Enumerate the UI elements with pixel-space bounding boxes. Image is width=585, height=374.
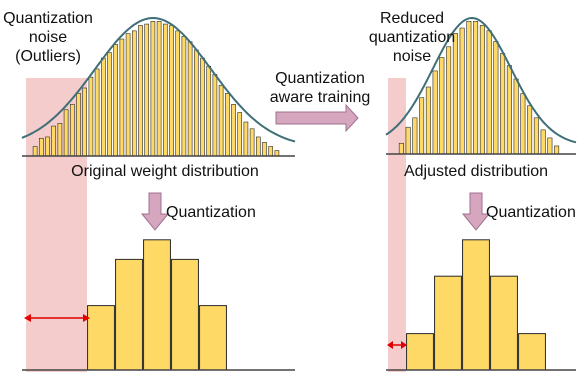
left-noise-label: Quantization noise (Outliers) bbox=[0, 9, 96, 66]
original-histogram-bar-12 bbox=[100, 57, 106, 157]
original-histogram-bar-40 bbox=[274, 150, 280, 157]
original-histogram-bar-16 bbox=[125, 33, 131, 157]
adjusted-histogram-bar-15 bbox=[493, 41, 499, 155]
left-noise-label-line-3: (Outliers) bbox=[15, 48, 81, 65]
adjusted-histogram-bar-12 bbox=[473, 21, 479, 155]
adjusted-histogram bbox=[398, 21, 560, 155]
adjusted-histogram-bar-20 bbox=[527, 105, 533, 155]
original-histogram-bar-13 bbox=[107, 52, 112, 157]
adjusted-histogram-bar-6 bbox=[432, 70, 438, 155]
original-histogram-bar-26 bbox=[187, 41, 193, 157]
adjusted-histogram-bar-21 bbox=[533, 117, 539, 155]
original-histogram-bar-19 bbox=[144, 23, 150, 157]
original-histogram-bar-33 bbox=[231, 104, 236, 157]
left-noise-label-line-2: noise bbox=[28, 29, 68, 46]
right-noise-label-line-3: noise bbox=[392, 48, 432, 65]
adjusted-histogram-bar-23 bbox=[547, 137, 553, 155]
original-histogram-bar-10 bbox=[88, 76, 94, 157]
original-quantized-bar-2 bbox=[115, 258, 143, 371]
original-histogram-bar-21 bbox=[156, 21, 162, 157]
adjusted-quantized-bar-2 bbox=[434, 275, 462, 371]
original-histogram-bar-31 bbox=[218, 84, 224, 157]
adjusted-histogram-bar-7 bbox=[439, 57, 445, 155]
right-noise-label-line-1: Reduced bbox=[379, 10, 445, 27]
adjusted-histogram-bar-18 bbox=[513, 78, 519, 155]
original-histogram-bar-3 bbox=[45, 136, 50, 157]
adjusted-histogram-bar-13 bbox=[479, 25, 485, 155]
adjusted-histogram-bar-5 bbox=[425, 86, 431, 155]
original-histogram-bar-6 bbox=[63, 109, 69, 157]
original-histogram-bar-15 bbox=[119, 38, 125, 157]
original-quantized-bar-1 bbox=[87, 305, 115, 371]
adjusted-histogram-bar-17 bbox=[506, 65, 512, 155]
original-histogram-bar-18 bbox=[138, 25, 143, 157]
original-quantized-bar-4 bbox=[171, 258, 199, 371]
adjusted-histogram-bar-11 bbox=[466, 21, 472, 155]
original-histogram-bar-37 bbox=[255, 136, 261, 157]
original-histogram-bar-8 bbox=[76, 93, 81, 157]
adjusted-histogram-bar-19 bbox=[520, 93, 526, 155]
quantization-aware-training-arrow bbox=[275, 103, 359, 133]
original-histogram-bar-38 bbox=[262, 142, 267, 157]
original-gaussian-curve bbox=[21, 16, 296, 143]
right-noise-range-arrow bbox=[387, 341, 407, 349]
left-noise-range-arrow bbox=[24, 314, 90, 322]
left-noise-label-line-1: Quantization bbox=[3, 10, 93, 27]
original-histogram-bar-25 bbox=[181, 36, 187, 157]
left-quantization-down-arrow bbox=[140, 192, 170, 231]
adjusted-distribution-label: Adjusted distribution bbox=[403, 163, 549, 180]
adjusted-quantized-bar-3 bbox=[462, 239, 490, 371]
original-histogram-bar-14 bbox=[113, 44, 119, 157]
adjusted-histogram-bar-2 bbox=[405, 126, 411, 155]
original-histogram-bar-24 bbox=[175, 30, 181, 157]
adjusted-histogram-bar-4 bbox=[419, 97, 425, 155]
original-histogram-bar-4 bbox=[51, 125, 57, 157]
original-distribution-label: Original weight distribution bbox=[71, 163, 259, 180]
original-histogram-bar-30 bbox=[212, 74, 218, 157]
right-noise-region bbox=[388, 78, 406, 372]
original-histogram-bar-32 bbox=[224, 93, 230, 157]
right-quantization-label: Quantization bbox=[486, 204, 576, 221]
adjusted-histogram-bar-14 bbox=[486, 30, 492, 155]
original-histogram-bar-35 bbox=[243, 121, 249, 157]
original-histogram-bar-28 bbox=[200, 57, 205, 157]
original-quantized-bar-5 bbox=[199, 305, 227, 371]
adjusted-histogram-bar-1 bbox=[398, 142, 404, 155]
original-quantized-histogram bbox=[87, 239, 227, 371]
qat-label-line-1: Quantization bbox=[275, 70, 365, 87]
right-noise-label: Reduced quantization noise bbox=[362, 9, 462, 66]
original-histogram-bar-9 bbox=[82, 87, 88, 157]
adjusted-quantized-bar-4 bbox=[490, 275, 518, 371]
adjusted-histogram-bar-3 bbox=[412, 117, 418, 155]
original-histogram-bar-7 bbox=[69, 104, 75, 157]
qat-label-line-2: aware training bbox=[269, 89, 371, 106]
adjusted-gaussian-curve bbox=[385, 16, 577, 144]
adjusted-quantized-bar-5 bbox=[518, 333, 546, 371]
original-quantized-bar-3 bbox=[143, 239, 171, 371]
original-histogram-bar-20 bbox=[150, 21, 156, 157]
original-histogram-bar-1 bbox=[32, 146, 38, 157]
original-histogram-bar-17 bbox=[131, 30, 137, 157]
right-noise-label-line-2: quantization bbox=[368, 29, 456, 46]
original-histogram-bar-22 bbox=[162, 23, 168, 157]
original-histogram-bar-39 bbox=[268, 146, 274, 157]
qat-label: Quantization aware training bbox=[262, 69, 378, 107]
right-quantization-down-arrow bbox=[461, 192, 491, 231]
adjusted-histogram-bar-16 bbox=[500, 53, 506, 155]
left-quantization-label: Quantization bbox=[166, 204, 256, 221]
original-histogram-bar-36 bbox=[249, 128, 255, 157]
original-histogram-bar-11 bbox=[94, 68, 100, 157]
adjusted-histogram-bar-24 bbox=[554, 145, 560, 155]
adjusted-quantized-bar-1 bbox=[406, 333, 434, 371]
original-histogram-bar-23 bbox=[169, 25, 174, 157]
original-histogram-bar-34 bbox=[237, 112, 243, 157]
original-histogram-bar-2 bbox=[38, 138, 44, 157]
original-histogram-bar-29 bbox=[206, 65, 212, 157]
original-histogram-bar-27 bbox=[193, 49, 199, 157]
original-histogram-bar-5 bbox=[57, 123, 63, 157]
adjusted-quantized-histogram bbox=[406, 239, 546, 371]
adjusted-histogram-bar-22 bbox=[540, 129, 546, 155]
